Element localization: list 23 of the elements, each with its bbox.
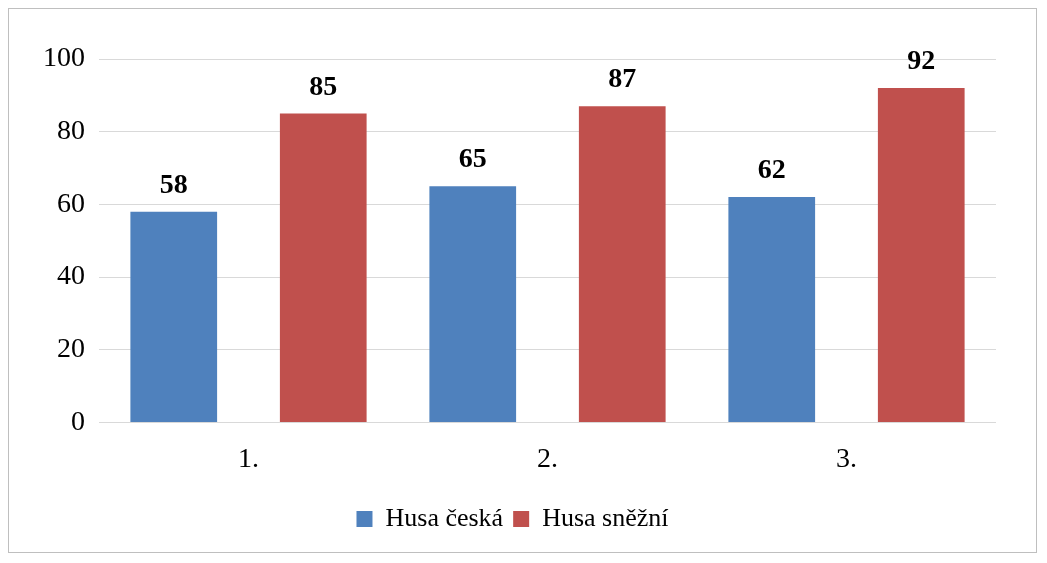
y-tick-label: 0 (71, 404, 85, 436)
legend-label: Husa česká (385, 502, 504, 532)
x-tick-label: 2. (537, 441, 558, 473)
y-tick-label: 20 (57, 332, 85, 364)
x-tick-label: 3. (836, 441, 857, 473)
y-tick-label: 40 (57, 259, 85, 291)
data-label: 87 (608, 62, 637, 94)
bar (429, 186, 517, 422)
data-label: 85 (309, 69, 338, 101)
data-label: 58 (159, 167, 188, 199)
bar (130, 211, 218, 422)
bar (578, 106, 666, 422)
bar (279, 113, 367, 422)
y-tick-label: 80 (57, 114, 85, 146)
bar (728, 197, 816, 422)
legend-label: Husa sněžní (542, 502, 669, 532)
x-tick-label: 1. (238, 441, 259, 473)
y-tick-label: 60 (57, 186, 85, 218)
data-label: 62 (757, 153, 786, 185)
bar (877, 88, 965, 422)
data-label: 92 (907, 44, 936, 76)
data-label: 65 (458, 142, 487, 174)
y-tick-label: 100 (43, 41, 85, 73)
